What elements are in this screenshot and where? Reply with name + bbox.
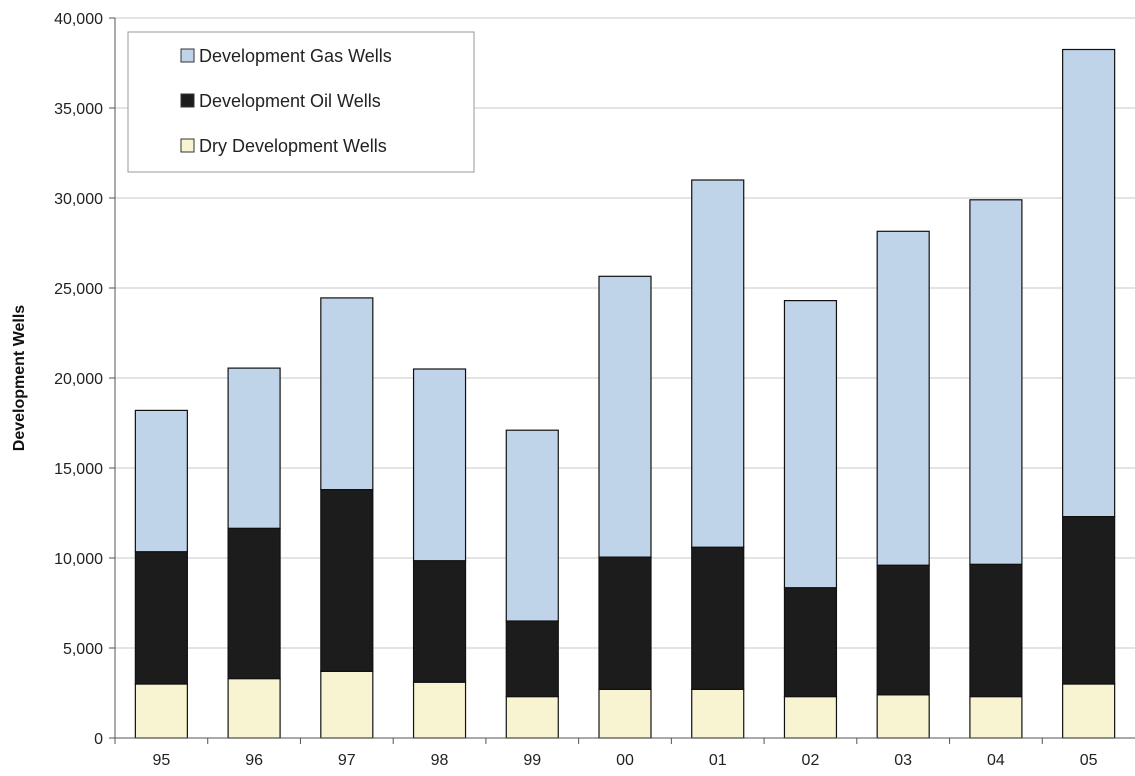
bar-segment: [783, 695, 838, 739]
bar-segment: [227, 527, 281, 680]
bar-segment: [969, 199, 1023, 565]
bar-segment: [691, 688, 745, 739]
bar-segment: [134, 409, 188, 553]
y-tick-label: 20,000: [54, 371, 103, 388]
x-tick-label: 01: [709, 752, 727, 769]
bar-segment: [969, 695, 1023, 739]
bar-segment: [876, 564, 930, 696]
y-tick-label: 25,000: [54, 281, 103, 298]
legend-swatch: [180, 138, 195, 153]
bar-segment: [598, 688, 652, 739]
y-tick-label: 0: [94, 731, 103, 748]
bar-segment: [134, 551, 188, 685]
bar-segment: [876, 230, 930, 566]
bar-segment: [320, 297, 374, 491]
bar-segment: [598, 556, 652, 690]
bar-segment: [320, 489, 374, 673]
y-tick-label: 5,000: [63, 641, 103, 658]
legend-label: Development Gas Wells: [199, 46, 392, 66]
bar-segment: [505, 429, 559, 622]
y-tick-label: 15,000: [54, 461, 103, 478]
x-tick-label: 99: [523, 752, 541, 769]
bar-segment: [412, 560, 467, 683]
bar-segment: [227, 367, 281, 529]
bar-segment: [1062, 515, 1116, 685]
legend-label: Dry Development Wells: [199, 136, 387, 156]
bar-segment: [412, 681, 467, 739]
legend-label: Development Oil Wells: [199, 91, 381, 111]
bar-segment: [783, 587, 838, 698]
bars: [134, 48, 1116, 739]
x-tick-label: 03: [894, 752, 912, 769]
bar-segment: [227, 677, 281, 739]
bar-segment: [412, 368, 467, 562]
x-tick-label: 98: [431, 752, 449, 769]
legend: Development Gas Wells Development Oil Wel…: [127, 31, 475, 173]
axes: 0 5,000 10,000 15,000 20,000 25,000 30,000 35,0…: [54, 11, 1135, 769]
x-tick-label: 95: [152, 752, 170, 769]
bar-segment: [505, 695, 559, 739]
bar-segment: [505, 620, 559, 698]
bar-segment: [598, 275, 652, 558]
bar-segment: [1062, 48, 1116, 518]
y-tick-label: 40,000: [54, 11, 103, 28]
y-tick-label: 35,000: [54, 101, 103, 118]
x-tick-label: 02: [802, 752, 820, 769]
bar-segment: [1062, 683, 1116, 739]
y-tick-label: 30,000: [54, 191, 103, 208]
bar-segment: [876, 694, 930, 739]
x-tick-label: 00: [616, 752, 634, 769]
x-tick-label: 05: [1080, 752, 1098, 769]
y-axis-title: Development Wells: [11, 305, 28, 452]
bar-segment: [783, 300, 838, 589]
bar-segment: [969, 563, 1023, 698]
bar-segment: [320, 670, 374, 739]
bar-segment: [134, 683, 188, 739]
bar-segment: [691, 546, 745, 691]
legend-swatch: [180, 93, 195, 108]
x-tick-label: 97: [338, 752, 356, 769]
x-tick-label: 96: [245, 752, 263, 769]
x-tick-label: 04: [987, 752, 1005, 769]
legend-swatch: [180, 48, 195, 63]
bar-segment: [691, 179, 745, 548]
y-tick-label: 10,000: [54, 551, 103, 568]
